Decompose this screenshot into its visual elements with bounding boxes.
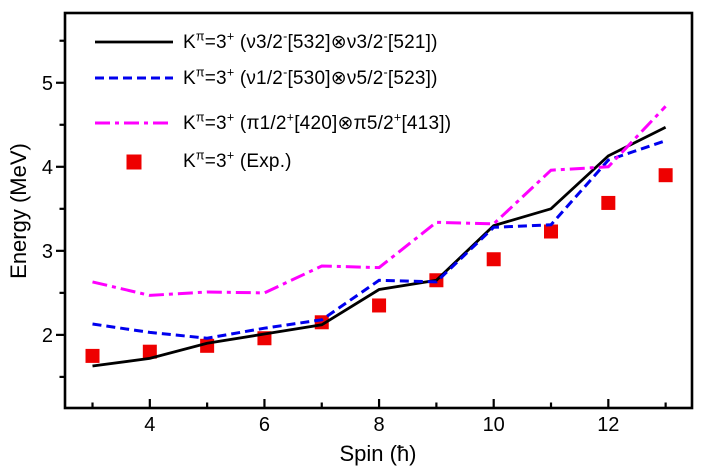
x-tick-label: 10 (483, 414, 505, 436)
x-tick-labels: 4 6 8 10 12 (144, 414, 619, 436)
exp-marker (658, 168, 673, 183)
y-tick-label: 5 (42, 73, 53, 95)
x-tick-label: 8 (374, 414, 385, 436)
exp-marker (142, 344, 157, 359)
y-tick-labels: 2 3 4 5 (42, 73, 53, 347)
series-line-dashdot (92, 105, 667, 297)
y-tick-label: 3 (42, 241, 53, 263)
y-tick-label: 4 (42, 157, 53, 179)
x-tick-label: 4 (144, 414, 155, 436)
exp-marker (486, 252, 501, 267)
exp-marker (544, 224, 559, 239)
x-tick-label: 12 (597, 414, 619, 436)
x-axis-title: Spin (ħ) (339, 441, 416, 466)
exp-markers (85, 168, 673, 363)
series-line-dashed (92, 139, 667, 340)
exp-marker (85, 348, 100, 363)
x-tick-label: 6 (259, 414, 270, 436)
y-tick-label: 2 (42, 325, 53, 347)
series-group (85, 105, 673, 368)
y-axis-title: Energy (MeV) (6, 143, 31, 279)
x-axis-ticks (91, 399, 667, 408)
exp-marker (372, 298, 387, 313)
plot-frame (63, 11, 694, 410)
series-line-solid (92, 126, 667, 368)
exp-marker (601, 195, 616, 210)
y-axis-ticks (56, 39, 65, 379)
